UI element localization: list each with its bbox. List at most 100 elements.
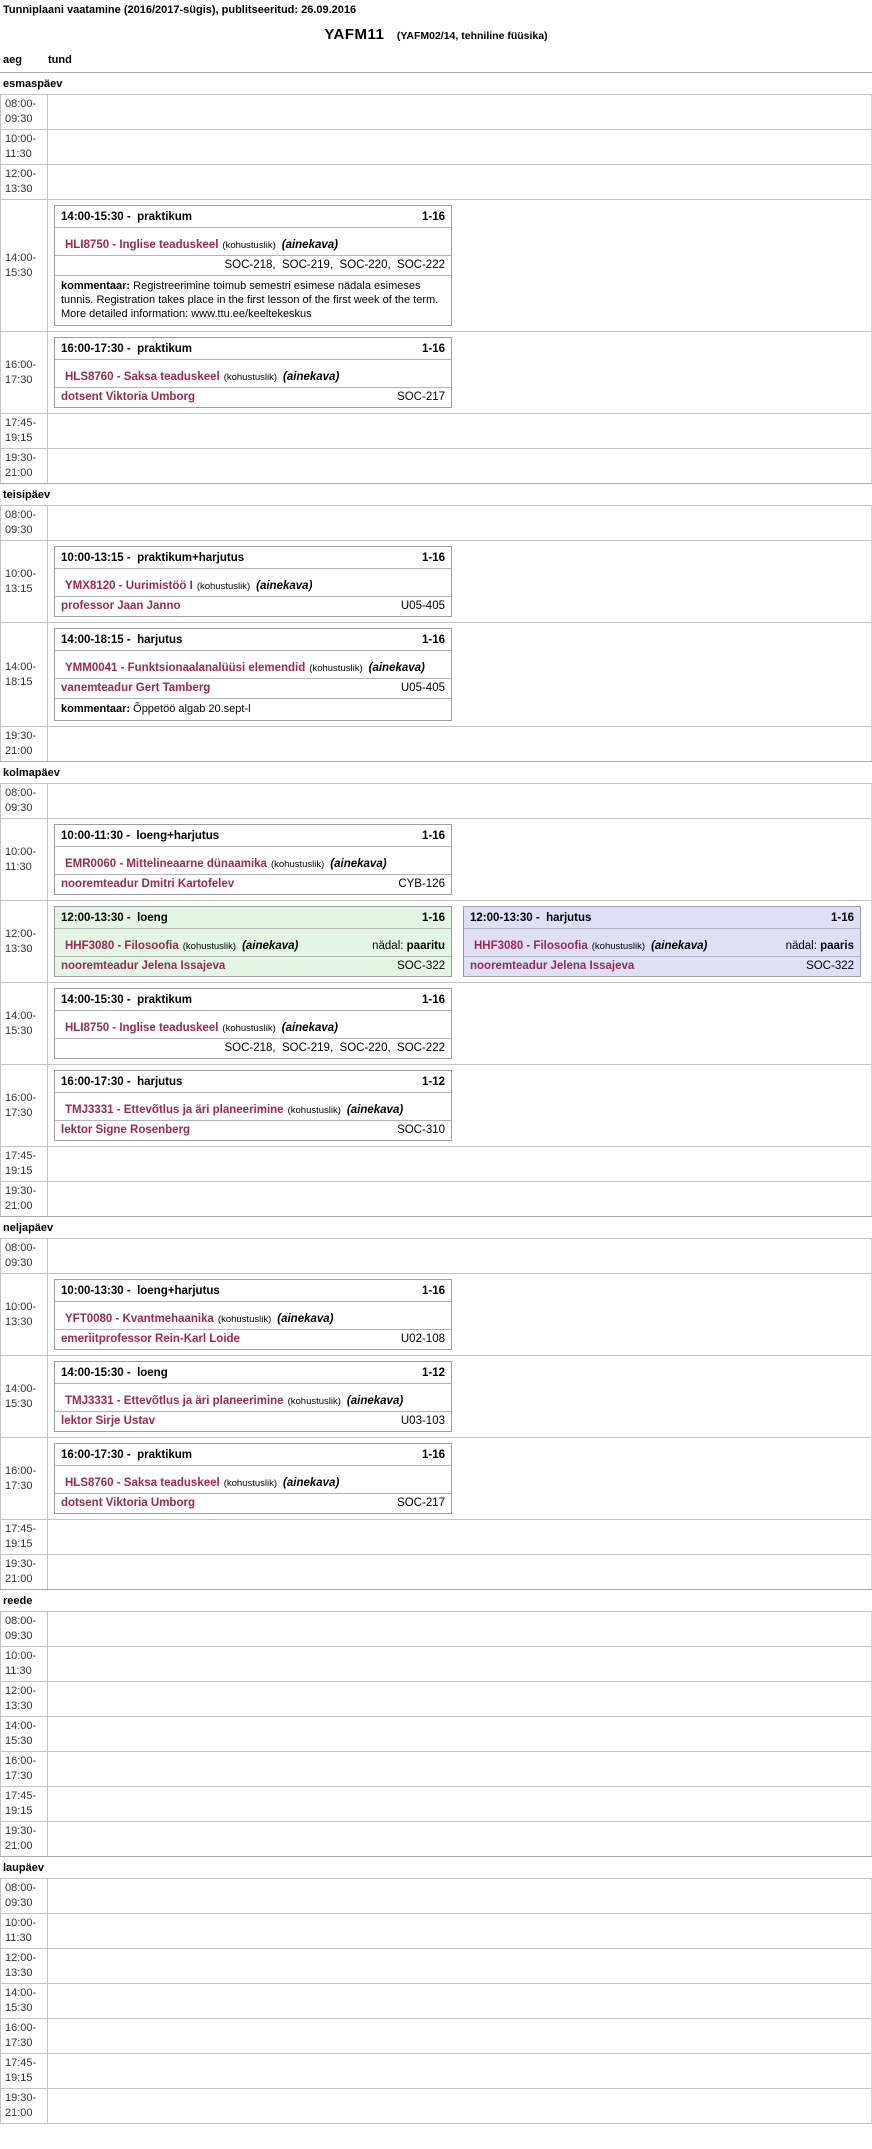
page-subtitle: (YAFM02/14, tehniline füüsika) (396, 30, 548, 42)
course-link[interactable]: YFT0080 - Kvantmehaanika (65, 1313, 214, 1325)
time-slot-label: 08:00- 09:30 (1, 1879, 48, 1913)
time-slot-label: 08:00- 09:30 (1, 506, 48, 540)
time-line: 21:00 (5, 1840, 33, 1852)
time-line: 15:30 (5, 1397, 33, 1410)
lecturer-link[interactable]: nooremteadur Jelena Issajeva (470, 960, 635, 972)
course-link[interactable]: TMJ3331 - Ettevõtlus ja äri planeerimine (65, 1104, 284, 1116)
ainekava-link[interactable]: (ainekava) (256, 580, 313, 592)
course-link[interactable]: HLI8750 - Inglise teaduskeel (65, 1022, 219, 1034)
ainekava-link[interactable]: (ainekava) (368, 662, 425, 674)
event-course-row: HHF3080 - Filosoofia (kohustuslik) (aineka… (55, 929, 451, 957)
event-detail-row: nooremteadur Dmitri Kartofelev CYB-126 (55, 875, 451, 894)
ainekava-link[interactable]: (ainekava) (346, 1104, 404, 1116)
lesson-cell: 14:00-15:30 - praktikum 1-16 HLI8750 - Ing… (48, 200, 871, 331)
lecturer-link[interactable]: lektor Signe Rosenberg (61, 1124, 191, 1136)
lesson-cell (48, 1752, 871, 1786)
lesson-cell: 10:00-11:30 - loeng+harjutus 1-16 EMR0060 … (48, 819, 871, 900)
time-slot-label: 16:00- 17:30 (1, 1752, 48, 1786)
course-link[interactable]: YMM0041 - Funktsionaalanalüüsi elemendid (65, 662, 306, 674)
time-slot-label: 10:00- 11:30 (1, 1914, 48, 1948)
week-parity-value: paaris (820, 940, 854, 952)
time-slot-label: 14:00- 15:30 (1, 1717, 48, 1751)
time-line: 14:00- (5, 1987, 37, 1999)
ainekava-link[interactable]: (ainekava) (651, 940, 708, 952)
lesson-cell (48, 1914, 871, 1948)
time-line: 17:30 (5, 2037, 33, 2049)
time-slot-label: 19:30- 21:00 (1, 1555, 48, 1589)
timetable-row: 08:00- 09:30 (0, 1878, 872, 1913)
ainekava-link[interactable]: (ainekava) (346, 1395, 404, 1407)
lecturer-link[interactable]: dotsent Viktoria Umborg (61, 1497, 195, 1509)
mandatory-label: (kohustuslik) (222, 240, 276, 251)
day-header: kolmapäev (0, 761, 872, 783)
timetable: esmaspäev 08:00- 09:30 10:00- 11:30 12:00- 13:… (0, 72, 872, 2124)
event-header: 10:00-13:15 - praktikum+harjutus 1-16 (55, 547, 451, 569)
time-line: 13:30 (5, 1315, 33, 1328)
lecturer-link[interactable]: dotsent Viktoria Umborg (61, 391, 195, 403)
lecturer-link[interactable]: professor Jaan Janno (61, 600, 181, 612)
timetable-row: 16:00- 17:30 16:00-17:30 - praktikum 1-16 HL… (0, 331, 872, 413)
event-weeks: 1-16 (421, 912, 445, 924)
time-line: 10:00- (5, 567, 37, 580)
room-label: U02-108 (400, 1333, 445, 1345)
event-time-type: 14:00-15:30 - praktikum (61, 211, 193, 223)
event-detail-row: dotsent Viktoria Umborg SOC-217 (55, 1494, 451, 1513)
ainekava-link[interactable]: (ainekava) (277, 1313, 334, 1325)
lecturer-link[interactable]: lektor Sirje Ustav (61, 1415, 155, 1427)
time-line: 11:30 (5, 860, 32, 873)
lesson-cell: 16:00-17:30 - praktikum 1-16 HLS8760 - Sak… (48, 1438, 871, 1519)
time-line: 19:30- (5, 2092, 37, 2104)
lesson-cell (48, 1984, 871, 2018)
time-line: 17:45- (5, 2057, 37, 2069)
room-label: U05-405 (400, 682, 445, 694)
event-weeks: 1-16 (421, 634, 445, 646)
time-line: 15:30 (5, 1024, 33, 1037)
ainekava-link[interactable]: (ainekava) (283, 1477, 340, 1489)
course-link[interactable]: HLS8760 - Saksa teaduskeel (65, 1477, 220, 1489)
room-label: SOC-217 (397, 1497, 445, 1509)
event-detail-row: vanemteadur Gert Tamberg U05-405 (55, 679, 451, 698)
ainekava-link[interactable]: (ainekava) (283, 371, 340, 383)
ainekava-link[interactable]: (ainekava) (281, 1022, 338, 1034)
ainekava-link[interactable]: (ainekava) (281, 239, 338, 251)
page-title: YAFM11 (324, 26, 385, 43)
lesson-cell: 14:00-15:30 - loeng 1-12 TMJ3331 - Ettevõt… (48, 1356, 871, 1437)
time-line: 17:30 (5, 1770, 33, 1782)
time-slot-label: 14:00- 15:30 (1, 983, 48, 1064)
room-label: CYB-126 (398, 878, 445, 890)
timetable-row: 19:30- 21:00 (0, 2088, 872, 2123)
event-time-type: 16:00-17:30 - praktikum (61, 343, 193, 355)
course-link[interactable]: TMJ3331 - Ettevõtlus ja äri planeerimine (65, 1395, 284, 1407)
course-link[interactable]: HLI8750 - Inglise teaduskeel (65, 239, 219, 251)
lecturer-link[interactable]: emeriitprofessor Rein-Karl Loide (61, 1333, 240, 1345)
course-link[interactable]: YMX8120 - Uurimistöö I (65, 580, 193, 592)
course-link[interactable]: HHF3080 - Filosoofia (474, 940, 588, 952)
lesson-cell (48, 1239, 871, 1273)
lecturer-link[interactable]: nooremteadur Dmitri Kartofelev (61, 878, 235, 890)
ainekava-link[interactable]: (ainekava) (330, 858, 387, 870)
event-header: 16:00-17:30 - harjutus 1-12 (55, 1071, 451, 1093)
time-line: 17:45- (5, 1150, 37, 1162)
event-detail-row: dotsent Viktoria Umborg SOC-217 (55, 388, 451, 407)
lesson-cell: 16:00-17:30 - harjutus 1-12 TMJ3331 - Ette… (48, 1065, 871, 1146)
event-weeks: 1-16 (421, 343, 445, 355)
time-slot-label: 12:00- 13:30 (1, 165, 48, 199)
time-line: 15:30 (5, 1735, 33, 1747)
time-line: 16:00- (5, 2022, 37, 2034)
time-slot-label: 10:00- 11:30 (1, 819, 48, 900)
course-link[interactable]: HHF3080 - Filosoofia (65, 940, 179, 952)
week-parity-value: paaritu (406, 940, 445, 952)
event-header: 16:00-17:30 - praktikum 1-16 (55, 1444, 451, 1466)
time-line: 17:45- (5, 1523, 37, 1535)
lecturer-link[interactable]: nooremteadur Jelena Issajeva (61, 960, 226, 972)
ainekava-link[interactable]: (ainekava) (242, 940, 299, 952)
lecturer-link[interactable]: vanemteadur Gert Tamberg (61, 682, 211, 694)
timetable-row: 16:00- 17:30 (0, 1751, 872, 1786)
time-line: 11:30 (5, 1932, 32, 1944)
time-line: 21:00 (5, 2107, 33, 2119)
event-weeks: 1-16 (421, 211, 445, 223)
time-line: 18:15 (5, 675, 33, 688)
event-course-row: EMR0060 - Mittelineaarne dünaamika (kohus… (55, 847, 451, 875)
course-link[interactable]: EMR0060 - Mittelineaarne dünaamika (65, 858, 267, 870)
course-link[interactable]: HLS8760 - Saksa teaduskeel (65, 371, 220, 383)
